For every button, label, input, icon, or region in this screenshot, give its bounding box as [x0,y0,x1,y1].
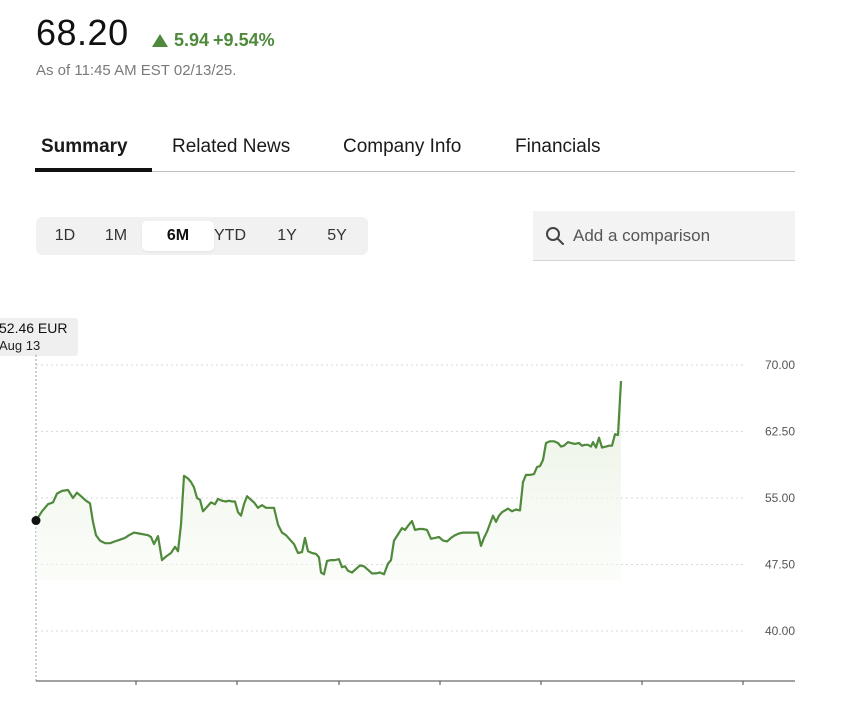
tab-bar: Summary Related News Company Info Financ… [35,124,795,172]
current-price: 68.20 [36,12,129,53]
y-tick-label: 40.00 [765,624,795,638]
y-tick-label: 70.00 [765,358,795,372]
y-tick-label: 55.00 [765,491,795,505]
tooltip-date: Aug 13 [0,338,41,353]
tab-summary[interactable]: Summary [41,136,128,157]
search-icon [546,226,564,245]
tab-company-info[interactable]: Company Info [343,136,462,157]
range-1m[interactable]: 1M [104,227,128,244]
range-selector: 1D 1M 6M YTD 1Y 5Y [36,217,368,255]
change-value: 5.94 [174,30,210,50]
hover-point [31,516,41,526]
add-comparison-label: Add a comparison [573,225,711,245]
tab-financials[interactable]: Financials [515,136,601,157]
price-area [36,381,621,581]
chart-tooltip: 52.46 EUR Aug 13 [0,318,78,356]
range-1y[interactable]: 1Y [277,227,297,244]
tab-related-news[interactable]: Related News [172,136,291,157]
active-tab-underline [35,168,152,172]
up-arrow-icon [152,34,168,47]
range-6m[interactable]: 6M [142,221,214,251]
change-percent: +9.54% [213,30,275,50]
tooltip-value: 52.46 EUR [0,320,68,336]
add-comparison-input[interactable]: Add a comparison [533,211,795,261]
price-change: 5.94 +9.54% [152,30,275,51]
range-1d[interactable]: 1D [54,227,76,244]
as-of-timestamp: As of 11:45 AM EST 02/13/25. [36,62,237,79]
price-line [35,380,623,576]
y-tick-label: 62.50 [765,425,795,439]
y-tick-label: 47.50 [765,558,795,572]
range-ytd[interactable]: YTD [214,227,246,244]
range-5y[interactable]: 5Y [327,227,347,244]
price-chart[interactable]: 70.0062.5055.0047.5040.009/810/410/3111/… [0,355,860,685]
